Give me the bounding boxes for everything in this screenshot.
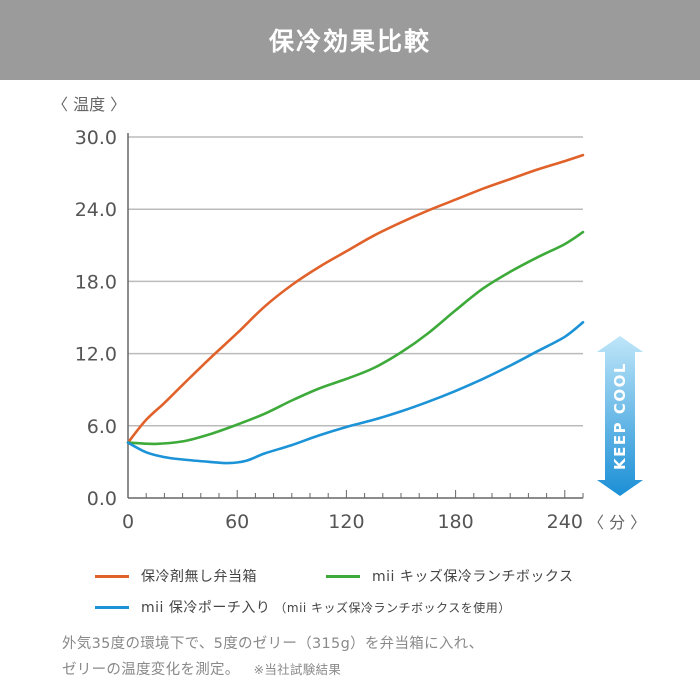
axes <box>127 133 584 499</box>
keep-cool-label: KEEP COOL <box>611 362 629 470</box>
y-tick-label: 12.0 <box>75 344 117 366</box>
x-tick-label: 0 <box>122 511 134 533</box>
legend-item-lunchbox: mii キッズ保冷ランチボックス <box>326 566 573 586</box>
series-line-pouch <box>126 321 585 465</box>
chart-title: 保冷効果比較 <box>268 27 431 56</box>
footnote-note: ※当社試験結果 <box>253 662 342 677</box>
legend-note: （mii キッズ保冷ランチボックスを使用） <box>274 600 511 615</box>
legend-swatch-orange <box>95 574 129 578</box>
x-tick-label: 60 <box>225 511 249 533</box>
x-axis-label: 〈 分 〉 <box>588 513 646 532</box>
series-line-no-ice <box>126 153 585 444</box>
legend-label: 保冷剤無し弁当箱 <box>141 569 257 585</box>
footnote-text: ゼリーの温度変化を測定。 <box>62 662 240 678</box>
double-arrow-icon <box>597 336 643 496</box>
keep-cool-indicator: KEEP COOL <box>597 336 643 496</box>
footnote: 外気35度の環境下で、5度のゼリー（315g）を弁当箱に入れ、 ゼリーの温度変化… <box>62 632 682 683</box>
x-tick-label: 180 <box>437 511 473 533</box>
temperature-chart: 0.0 6.0 12.0 18.0 24.0 30.0 0 60 120 180 240 〈 温度 〉… <box>52 95 646 533</box>
y-tick-label: 0.0 <box>87 488 117 510</box>
x-tick-label: 240 <box>547 511 583 533</box>
y-axis-label: 〈 温度 〉 <box>52 95 126 114</box>
legend-label: mii 保冷ポーチ入り <box>141 600 271 616</box>
series-line-lunchbox <box>126 230 585 446</box>
footnote-line-1: 外気35度の環境下で、5度のゼリー（315g）を弁当箱に入れ、 <box>62 636 484 652</box>
legend-item-pouch: mii 保冷ポーチ入り （mii キッズ保冷ランチボックスを使用） <box>95 597 511 617</box>
y-tick-label: 24.0 <box>75 199 117 221</box>
legend-swatch-blue <box>95 605 129 609</box>
legend-swatch-green <box>326 574 360 578</box>
legend-label: mii キッズ保冷ランチボックス <box>372 569 574 585</box>
grid-lines <box>128 136 583 427</box>
y-tick-label: 18.0 <box>75 271 117 293</box>
series-lines <box>126 153 585 465</box>
y-tick-label: 6.0 <box>87 416 117 438</box>
x-tick-label: 120 <box>328 511 364 533</box>
chart-header: 保冷効果比較 <box>0 0 700 80</box>
tick-labels: 0.0 6.0 12.0 18.0 24.0 30.0 0 60 120 180 240 〈 温度 〉… <box>52 95 646 533</box>
y-tick-label: 30.0 <box>75 127 117 149</box>
footnote-line-2: ゼリーの温度変化を測定。 ※当社試験結果 <box>62 657 682 683</box>
legend-item-no-ice: 保冷剤無し弁当箱 <box>95 566 257 586</box>
